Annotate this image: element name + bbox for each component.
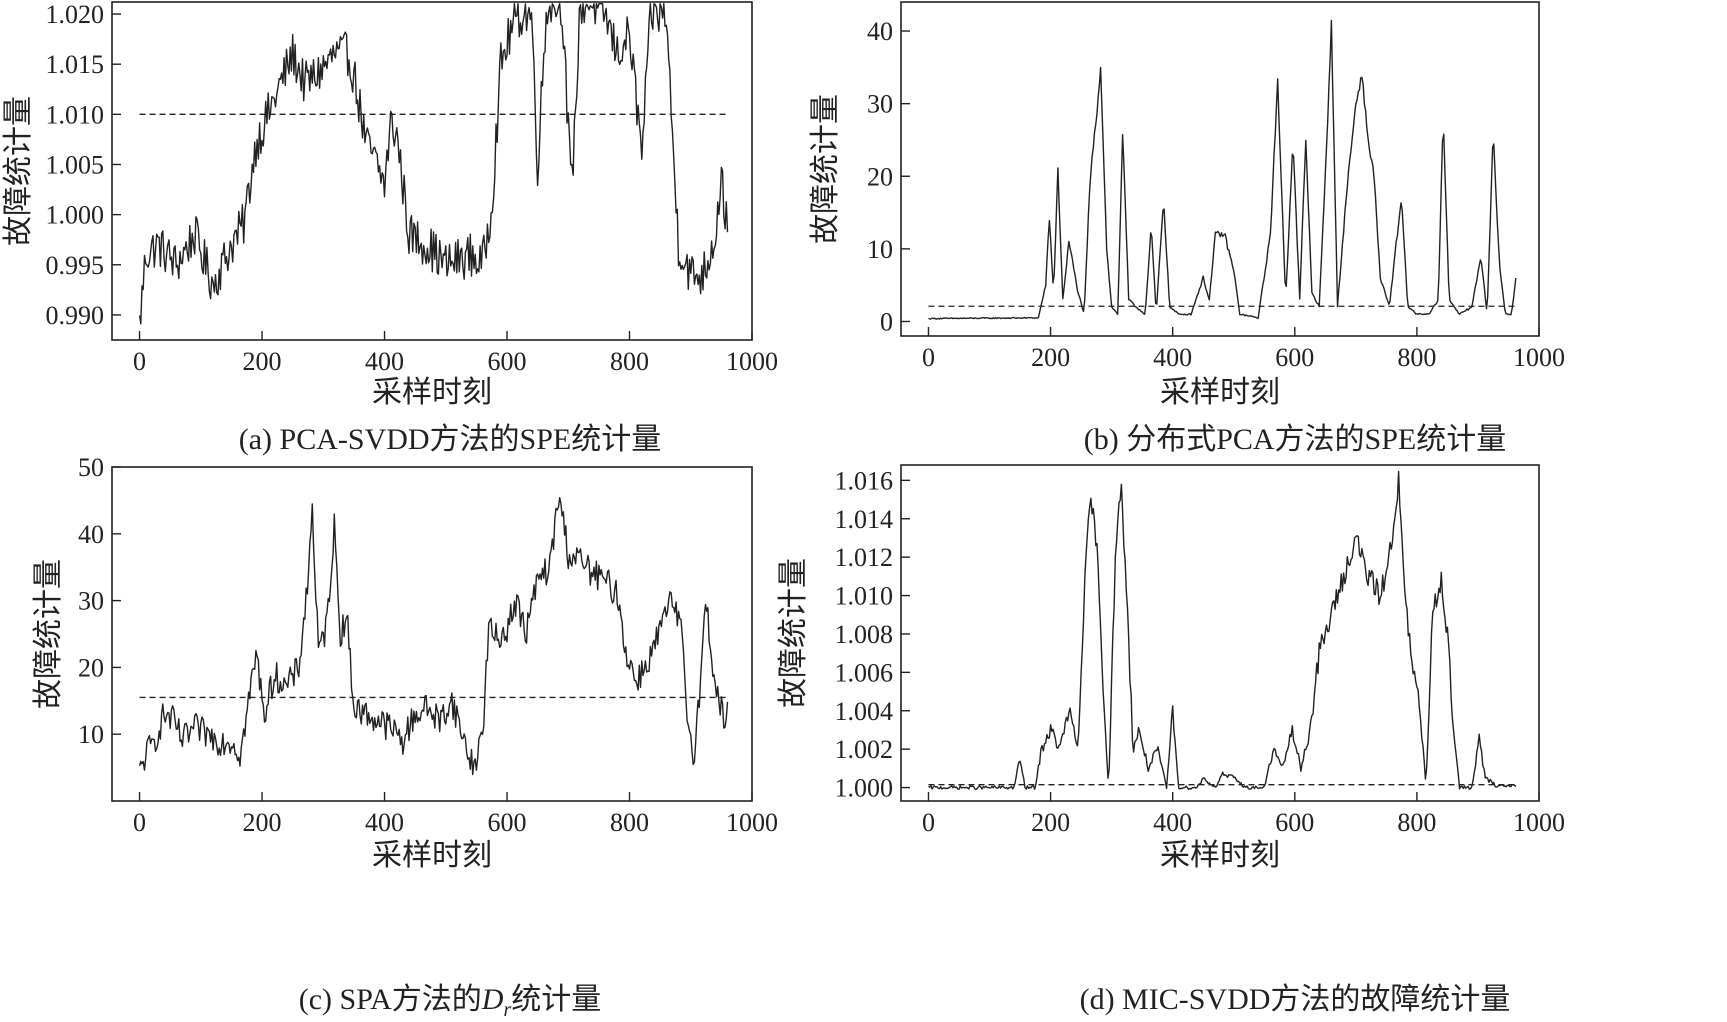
y-tick-label: 10 [78,720,104,749]
x-tick-label: 1000 [1513,808,1565,837]
x-axis-label: 采样时刻 [1160,839,1280,872]
y-tick-label: 30 [867,90,893,119]
y-tick-label: 10 [867,235,893,264]
x-axis-label: 采样时刻 [372,839,492,872]
x-tick-label: 600 [1275,343,1314,372]
y-tick-label: 20 [78,653,104,682]
x-tick-label: 200 [243,808,282,837]
y-tick-label: 1.012 [835,543,894,572]
x-tick-label: 0 [922,808,935,837]
caption-part: D [481,983,504,1016]
x-axis-label: 采样时刻 [1160,376,1280,409]
y-tick-label: 20 [867,162,893,191]
x-tick-label: 400 [365,347,404,376]
y-tick-label: 1.000 [835,774,894,803]
y-tick-label: 1.016 [835,466,894,495]
y-axis-label: 故障统计量 [809,94,842,244]
chart-c-svg: 0 200 400 600 800 1000 10 20 30 40 50 采样时刻 故障统计量 [32,453,778,872]
y-axis-label: 故障统计量 [2,96,35,246]
x-tick-label: 400 [1153,343,1192,372]
chart-a-svg: 0 200 400 600 800 1000 0.990 0.995 1.000 1.005 1.0… [2,0,778,409]
caption-d: (d) MIC-SVDD方法的故障统计量 [863,974,1727,1018]
caption-b: (b) 分布式PCA方法的SPE统计量 [863,414,1727,458]
caption-part: (a) PCA-SVDD方法的SPE统计量 [238,423,662,456]
x-tick-label: 0 [922,343,935,372]
caption-part: (b) 分布式PCA方法的SPE统计量 [1083,423,1507,456]
y-tick-label: 1.002 [835,735,894,764]
y-tick-label: 30 [78,587,104,616]
plot-frame [111,1,753,341]
x-tick-label: 200 [1031,343,1070,372]
x-tick-label: 0 [133,347,146,376]
y-tick-label: 1.010 [835,582,894,611]
chart-panel-b: 0 200 400 600 800 1000 0 10 20 30 40 采样时刻 故障统计量 [809,0,1727,455]
y-tick-label: 0 [880,307,893,336]
x-tick-label: 600 [1275,808,1314,837]
caption-part: r [503,999,512,1021]
caption-c: (c) SPA方法的Dr统计量 [0,974,900,1022]
y-tick-label: 0.990 [46,301,105,330]
y-tick-label: 1.010 [46,100,105,129]
x-tick-label: 1000 [726,808,778,837]
plot-frame [900,464,1540,802]
y-tick-label: 1.004 [835,697,894,726]
x-tick-label: 200 [243,347,282,376]
y-tick-label: 1.020 [46,0,105,29]
y-tick-label: 1.006 [835,658,894,687]
y-tick-label: 1.000 [46,201,105,230]
chart-b-svg: 0 200 400 600 800 1000 0 10 20 30 40 采样时刻 故障统计量 [809,1,1565,409]
chart-panel-c: 0 200 400 600 800 1000 10 20 30 40 50 采样时刻 故障统计量 [0,453,863,1016]
caption-part: (d) MIC-SVDD方法的故障统计量 [1079,983,1511,1016]
x-tick-label: 200 [1031,808,1070,837]
caption-part: 统计量 [511,983,602,1016]
x-axis-label: 采样时刻 [372,376,492,409]
x-tick-label: 800 [1397,808,1436,837]
y-tick-label: 1.014 [835,505,894,534]
x-tick-label: 800 [610,347,649,376]
x-tick-label: 0 [133,808,146,837]
x-tick-label: 600 [488,347,527,376]
series-line [928,470,1517,790]
plot-frame [900,1,1540,337]
chart-d-svg: 0 200 400 600 800 1000 1.000 1.002 1.004 1.006 1.0… [777,464,1565,872]
y-axis-label: 故障统计量 [777,558,810,708]
y-tick-label: 1.008 [835,620,894,649]
y-tick-label: 0.995 [46,251,105,280]
series-line [928,19,1517,320]
x-tick-label: 600 [488,808,527,837]
plot-frame [111,466,753,802]
chart-panel-a: 0 200 400 600 800 1000 0.990 0.995 1.000 1.005 1.0… [0,0,863,455]
x-tick-label: 400 [1153,808,1192,837]
caption-a: (a) PCA-SVDD方法的SPE统计量 [0,414,900,458]
chart-panel-d: 0 200 400 600 800 1000 1.000 1.002 1.004 1.006 1.0… [777,455,1727,1016]
series-line [138,497,729,776]
x-tick-label: 800 [610,808,649,837]
x-tick-label: 1000 [726,347,778,376]
y-tick-label: 50 [78,453,104,482]
y-axis-label: 故障统计量 [32,559,65,709]
y-tick-label: 40 [78,520,104,549]
y-tick-label: 1.005 [46,150,105,179]
caption-part: (c) SPA方法的 [298,983,482,1016]
y-tick-label: 40 [867,17,893,46]
x-tick-label: 400 [365,808,404,837]
x-tick-label: 800 [1397,343,1436,372]
x-tick-label: 1000 [1513,343,1565,372]
y-tick-label: 1.015 [46,50,105,79]
series-line [138,3,729,325]
